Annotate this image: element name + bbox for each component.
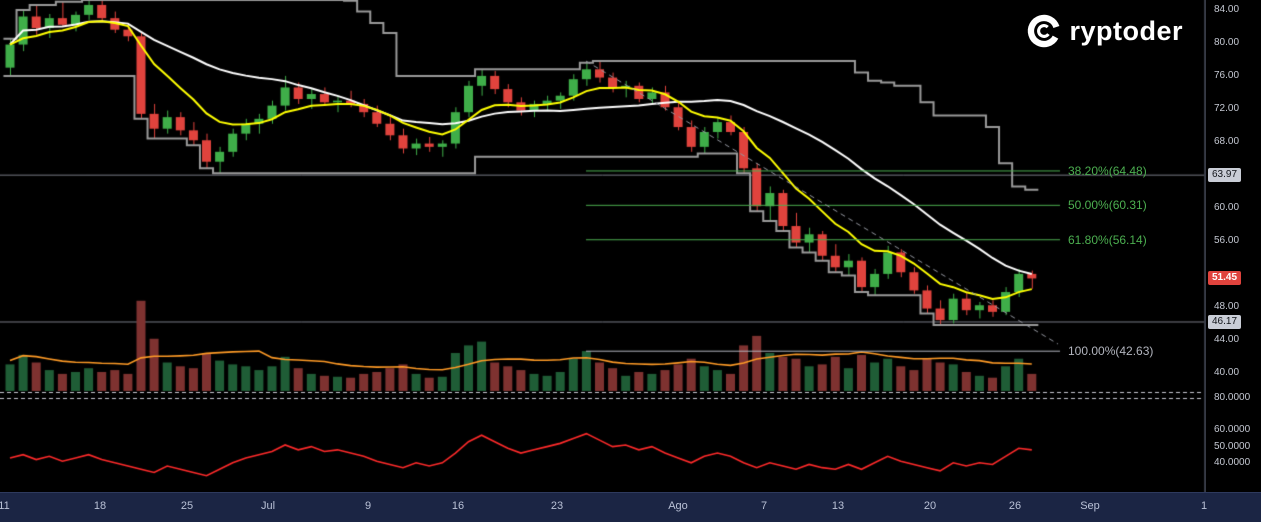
- price-axis-tick: 80.00: [1214, 36, 1240, 48]
- price-axis-tick: 40.00: [1214, 366, 1240, 378]
- time-axis-tick: 25: [180, 500, 194, 512]
- price-axis-tick: 60.00: [1214, 201, 1240, 213]
- indicator-axis-tick: 40.0000: [1214, 456, 1251, 468]
- indicator-axis-tick: 80.0000: [1214, 392, 1251, 403]
- fib-level-label: 61.80%(56.14): [1068, 232, 1147, 247]
- time-axis-tick: 26: [1008, 500, 1022, 512]
- cryptoder-logo-icon: [1026, 13, 1062, 49]
- time-axis-tick: 20: [923, 500, 937, 512]
- fib-level-label: 38.20%(64.48): [1068, 163, 1147, 178]
- last-price-badge: 51.45: [1208, 271, 1242, 286]
- price-axis-tick: 56.00: [1214, 234, 1240, 246]
- time-axis-tick: Sep: [1080, 500, 1100, 512]
- cryptoder-logo: ryptoder: [1026, 13, 1183, 49]
- price-level-badge: 46.17: [1208, 314, 1242, 329]
- brand-wordmark: ryptoder: [1069, 16, 1183, 46]
- time-axis-tick: 11: [0, 500, 10, 512]
- time-axis-tick: 9: [364, 500, 372, 512]
- price-axis-tick: 76.00: [1214, 69, 1240, 81]
- indicator-axis-tick: 60.0000: [1214, 424, 1251, 436]
- price-axis-tick: 44.00: [1214, 333, 1240, 345]
- price-axis[interactable]: 84.00 80.00 76.00 72.00 68.00 60.00 56.00 48.00…: [1205, 0, 1261, 492]
- time-axis-tick: 16: [451, 500, 465, 512]
- price-axis-tick: 72.00: [1214, 102, 1240, 114]
- time-axis-tick: 1: [1200, 500, 1208, 512]
- price-axis-tick: 68.00: [1214, 135, 1240, 147]
- fib-level-label: 100.00%(42.63): [1068, 344, 1154, 359]
- time-axis-tick: 7: [760, 500, 768, 512]
- time-axis-tick: Ago: [668, 500, 688, 512]
- time-axis-tick: 18: [93, 500, 107, 512]
- price-axis-tick: 48.00: [1214, 300, 1240, 312]
- price-level-badge: 63.97: [1208, 168, 1242, 183]
- indicator-axis-tick: 50.0000: [1214, 440, 1251, 452]
- time-axis-tick: 13: [831, 500, 845, 512]
- fib-level-label: 50.00%(60.31): [1068, 198, 1147, 213]
- price-axis-tick: 84.00: [1214, 3, 1240, 15]
- time-axis-tick: Jul: [260, 500, 276, 512]
- time-axis-tick: 23: [550, 500, 564, 512]
- time-axis[interactable]: 11 18 25 Jul 9 16 23 Ago 7 13 20 26 Sep 1: [0, 492, 1261, 522]
